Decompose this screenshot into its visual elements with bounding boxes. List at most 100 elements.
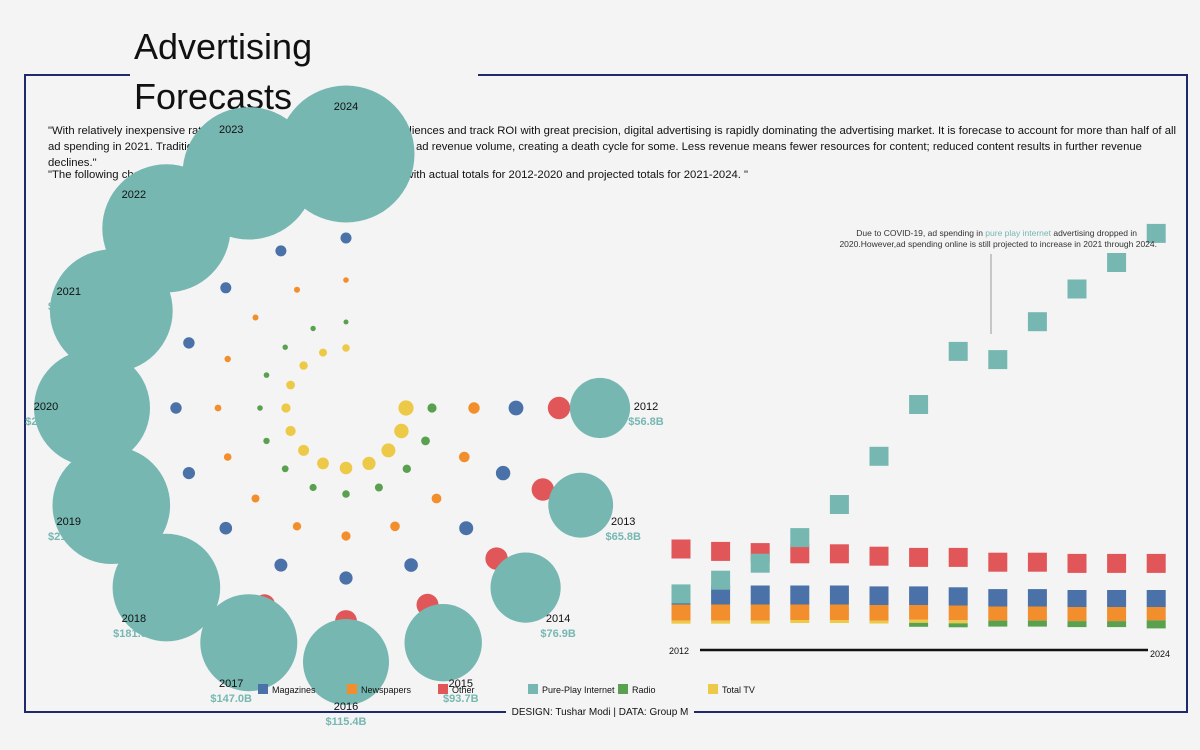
square-newspapers-2024 [1146, 607, 1166, 621]
bubble-radio-2019 [263, 437, 270, 445]
bubble-magazines-2013 [495, 465, 511, 481]
square-radio-2022 [1067, 621, 1087, 628]
total-label-2018: $181.0B [113, 628, 155, 640]
square-other-2023 [1107, 553, 1127, 573]
bubble-radio-2013 [421, 436, 430, 446]
square-newspapers-2023 [1107, 607, 1127, 622]
legend-swatch-radio [618, 684, 628, 694]
bubble-magazines-2022 [220, 282, 232, 294]
year-label-2015: 2015 [449, 678, 473, 690]
square-internet-2012 [671, 584, 691, 604]
bubble-pure-play-internet-2016 [303, 619, 389, 705]
square-tv-2014 [750, 620, 770, 624]
square-newspapers-2015 [790, 604, 810, 620]
total-label-2024: $293.2B [325, 116, 367, 128]
square-tv-2015 [790, 620, 810, 623]
bubble-magazines-2012 [508, 400, 524, 416]
square-magazines-2016 [829, 585, 849, 605]
square-other-2015 [790, 544, 810, 564]
bubble-total-tv-2018 [298, 444, 310, 456]
square-other-2024 [1146, 553, 1166, 573]
legend-label-pure-play-internet: Pure-Play Internet [542, 685, 615, 695]
square-other-2012 [671, 539, 691, 559]
square-internet-2020 [988, 350, 1008, 370]
square-magazines-2014 [750, 585, 770, 605]
bubble-newspapers-2024 [343, 277, 349, 283]
bubble-pure-play-internet-2013 [548, 472, 614, 538]
frame-right [1186, 74, 1188, 712]
square-internet-2017 [869, 446, 889, 466]
bubble-radio-2016 [342, 490, 350, 498]
year-label-2016: 2016 [334, 701, 358, 713]
square-magazines-2015 [790, 585, 810, 605]
square-other-2019 [948, 547, 968, 567]
page-title: Advertising Forecasts [134, 26, 313, 117]
square-internet-2013 [711, 570, 731, 590]
bubble-pure-play-internet-2018 [112, 533, 221, 642]
year-label-2013: 2013 [611, 516, 635, 528]
legend-label-newspapers: Newspapers [361, 685, 412, 695]
annotation-line-2: 2020.However,ad spending online is still… [839, 239, 1157, 249]
square-newspapers-2016 [829, 604, 849, 620]
total-label-2015: $93.7B [443, 693, 479, 705]
square-radio-2024 [1146, 620, 1166, 629]
bubble-total-tv-2019 [285, 425, 296, 437]
bubble-newspapers-2019 [223, 453, 232, 461]
bubble-total-tv-2021 [286, 380, 295, 390]
bubble-pure-play-internet-2017 [200, 594, 298, 692]
square-magazines-2017 [869, 586, 889, 605]
square-other-2017 [869, 546, 889, 566]
square-tv-2019 [948, 620, 968, 624]
bubble-newspapers-2021 [224, 355, 231, 363]
square-newspapers-2020 [988, 606, 1008, 621]
bubble-radio-2024 [343, 319, 349, 325]
bubble-total-tv-2013 [394, 423, 409, 439]
x-axis-label-end: 2024 [1150, 649, 1170, 659]
bubble-newspapers-2023 [294, 286, 300, 293]
year-label-2018: 2018 [122, 613, 146, 625]
bubble-radio-2017 [309, 483, 317, 492]
legend-label-total-tv: Total TV [722, 685, 755, 695]
square-other-2018 [909, 547, 929, 567]
bubble-pure-play-internet-2024 [277, 85, 415, 223]
bubble-pure-play-internet-2019 [52, 446, 171, 564]
year-label-2022: 2022 [122, 189, 146, 201]
square-magazines-2018 [909, 586, 929, 605]
frame-top-right [478, 74, 1188, 76]
square-newspapers-2021 [1027, 606, 1047, 621]
bubble-newspapers-2012 [468, 402, 480, 414]
square-radio-2021 [1027, 620, 1047, 627]
bubble-total-tv-2020 [281, 403, 291, 413]
credit-text: DESIGN: Tushar Modi | DATA: Group M [505, 707, 695, 718]
bubble-total-tv-2016 [339, 461, 353, 475]
legend-label-other: Other [452, 685, 475, 695]
square-newspapers-2013 [711, 604, 731, 621]
total-label-2021: $235.3B [48, 301, 90, 313]
frame-top-left [24, 74, 130, 76]
square-newspapers-2014 [750, 604, 770, 621]
total-label-2020: $210.4B [25, 416, 67, 428]
bubble-pure-play-internet-2014 [490, 552, 561, 623]
square-other-2021 [1027, 552, 1047, 572]
bubble-newspapers-2013 [459, 451, 470, 463]
credit-line: DESIGN: Tushar Modi | DATA: Group M [0, 707, 1200, 718]
total-label-2012: $56.8B [628, 416, 664, 428]
total-label-2019: $215.8B [48, 531, 90, 543]
annotation-line-1: Due to COVID-19, ad spending in pure pla… [856, 228, 1137, 238]
bubble-total-tv-2014 [381, 443, 396, 458]
bubble-total-tv-2012 [398, 400, 414, 416]
square-magazines-2021 [1027, 589, 1047, 607]
bubble-radio-2018 [281, 465, 289, 473]
bubble-pure-play-internet-2020 [34, 350, 150, 466]
bubble-magazines-2021 [183, 337, 195, 349]
year-label-2019: 2019 [57, 516, 81, 528]
bubble-total-tv-2017 [317, 457, 329, 470]
bubble-radio-2023 [310, 325, 316, 332]
bubble-newspapers-2015 [390, 521, 400, 532]
bubble-newspapers-2022 [252, 314, 259, 321]
bubble-newspapers-2016 [341, 531, 351, 541]
year-label-2017: 2017 [219, 678, 243, 690]
square-tv-2017 [869, 620, 889, 624]
square-other-2016 [829, 544, 849, 564]
